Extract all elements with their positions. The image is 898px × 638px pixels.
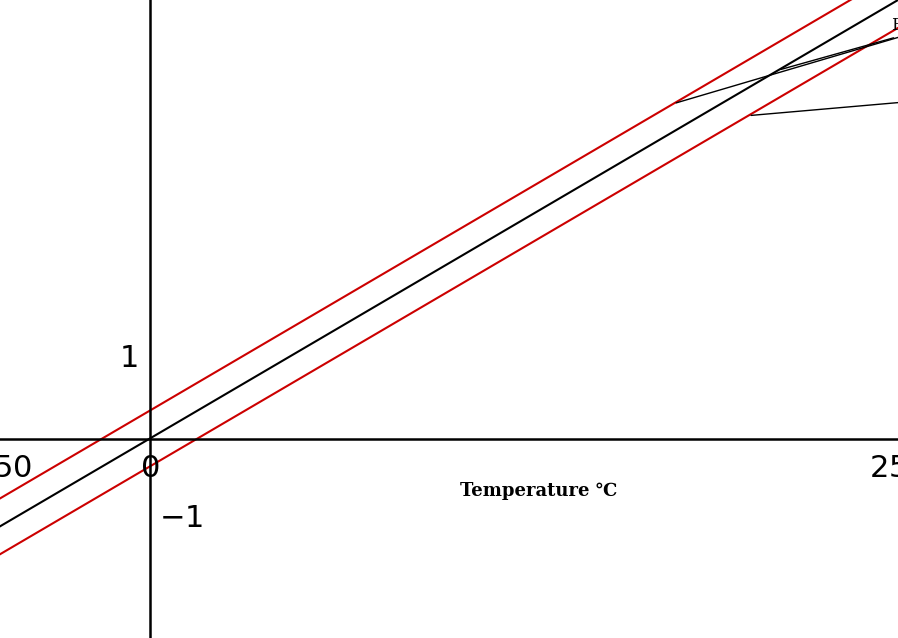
Text: $0$: $0$ [140,453,159,484]
Text: Real Value: Real Value [781,17,898,70]
Text: $-1$: $-1$ [159,503,203,534]
Text: Error down limit: Error down limit [751,87,898,115]
Text: Temperature ℃: Temperature ℃ [460,482,618,500]
Text: $250$: $250$ [869,453,898,484]
Text: $-50$: $-50$ [0,453,32,484]
Text: $1$: $1$ [119,343,137,375]
Text: Error up limit: Error up limit [676,3,898,103]
